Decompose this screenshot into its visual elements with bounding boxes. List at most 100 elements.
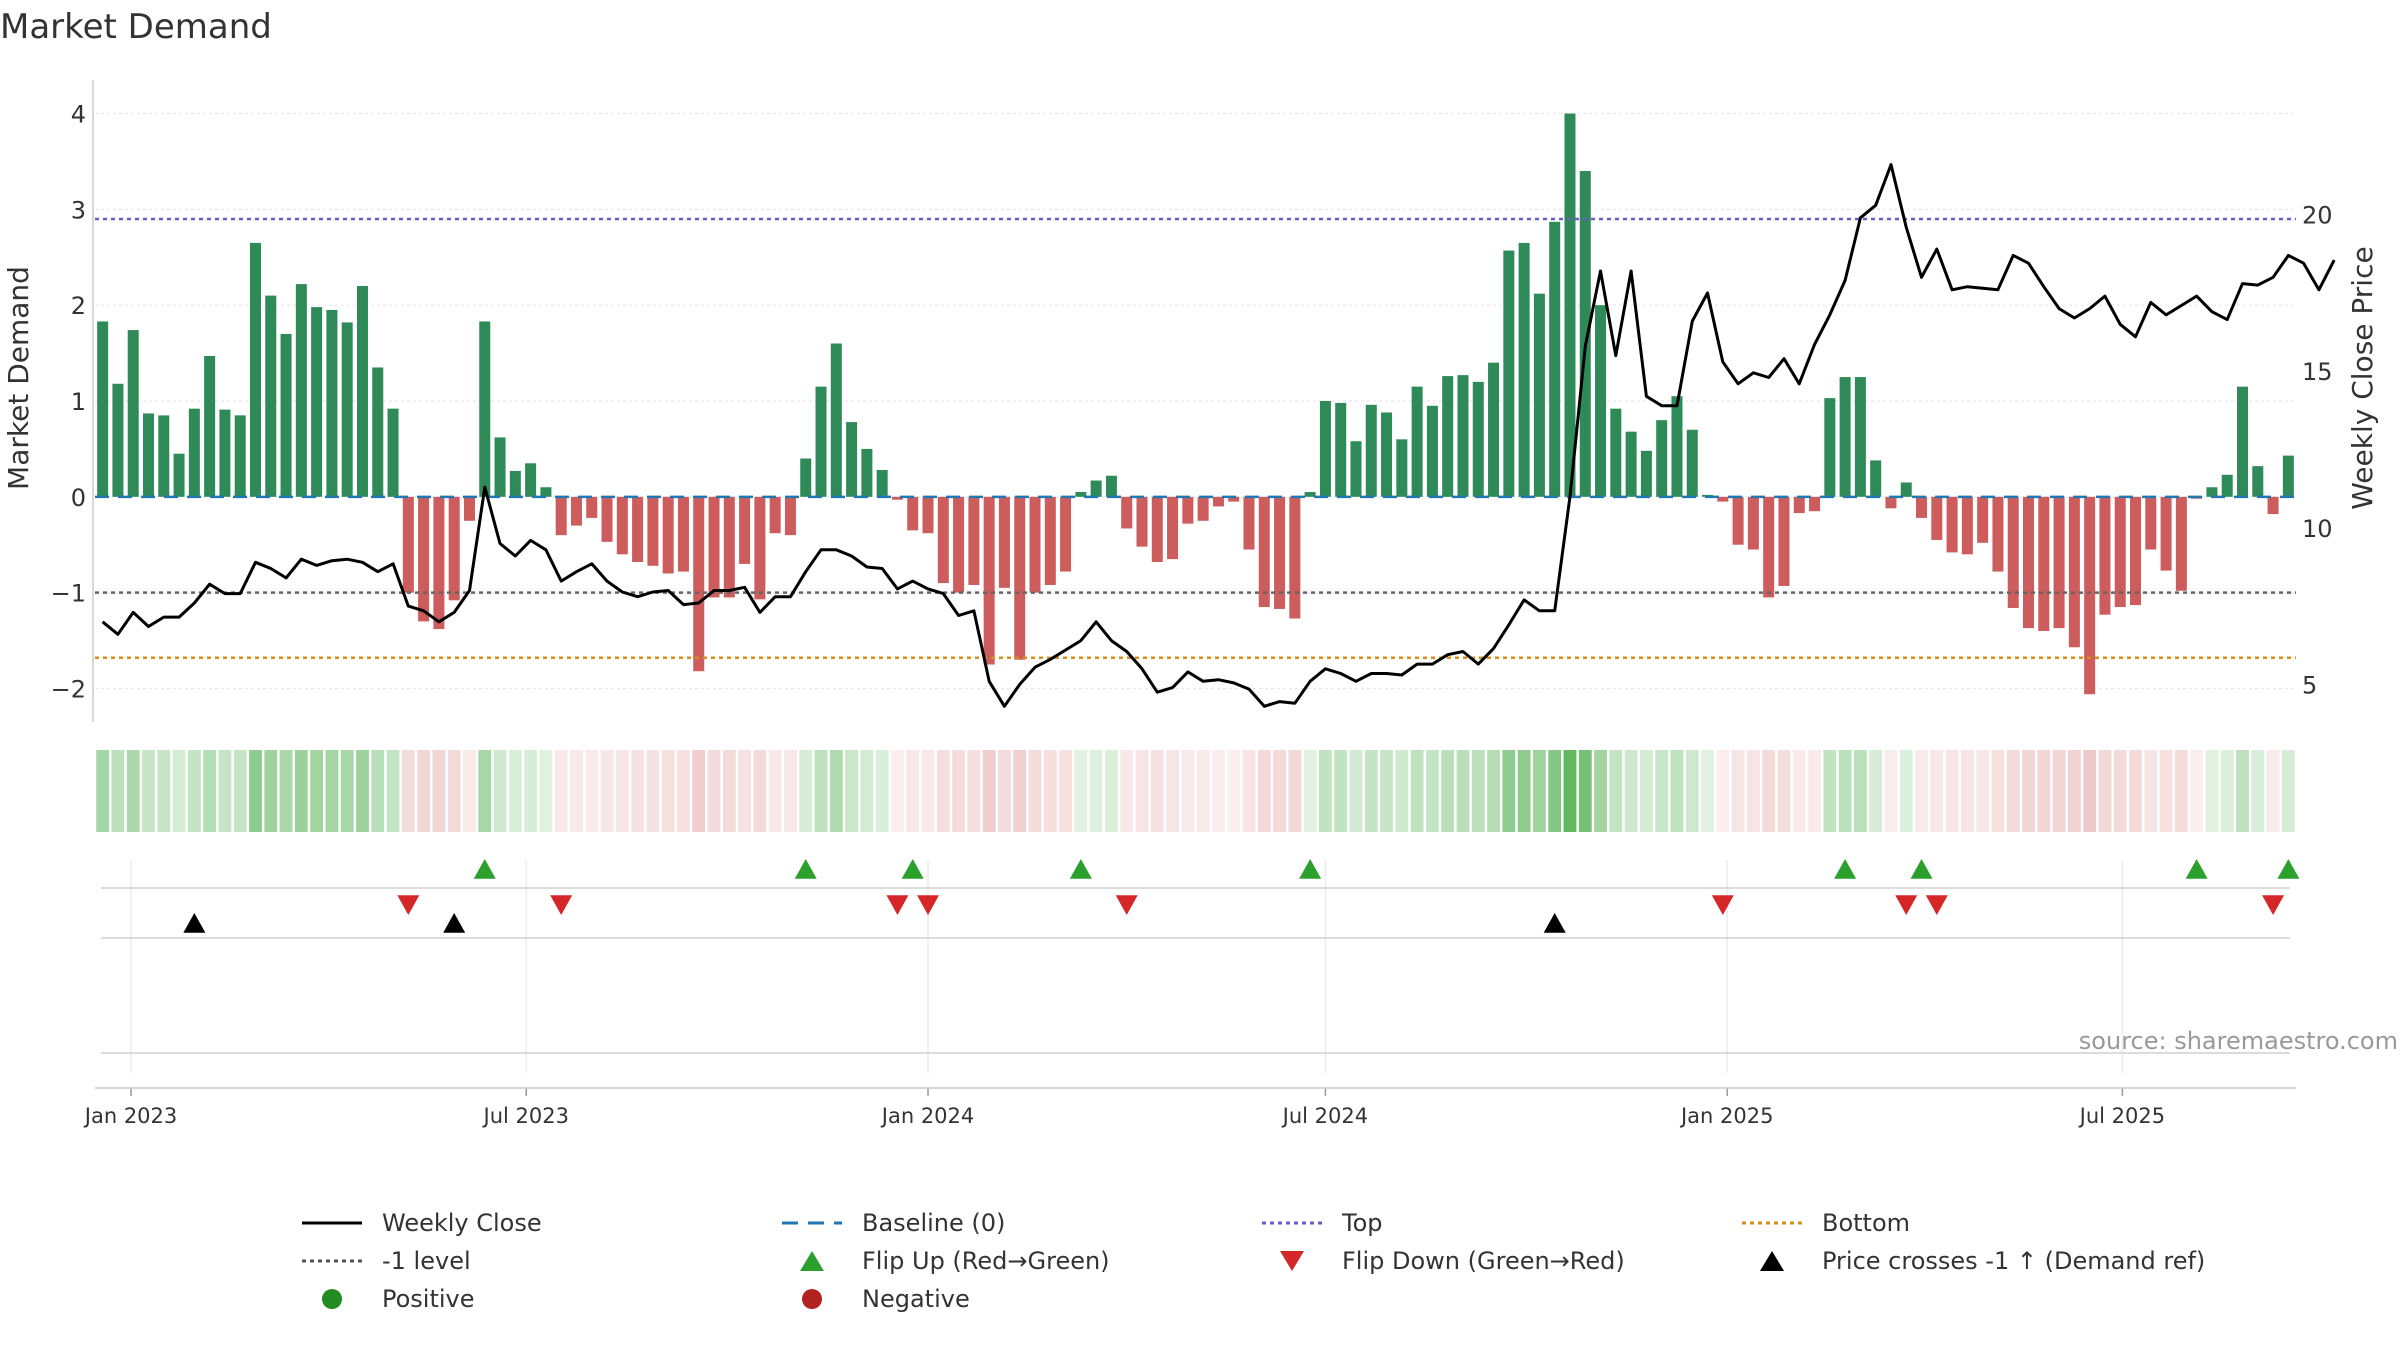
flip-down-marker — [2262, 895, 2285, 915]
heat-cell-positive — [875, 750, 889, 832]
flip-down-marker — [1925, 895, 1948, 915]
heat-cell-positive — [1624, 750, 1638, 832]
flip-down-marker — [397, 895, 420, 915]
demand-bar-negative — [2267, 496, 2279, 515]
heat-cell-negative — [570, 750, 583, 832]
heat-cell-negative — [1808, 750, 1821, 832]
flip-down-marker — [550, 895, 573, 915]
heat-cell-negative — [661, 750, 675, 832]
demand-bar-positive — [800, 458, 812, 497]
heat-cell-positive — [1701, 750, 1714, 832]
demand-bar-negative — [2145, 496, 2157, 550]
demand-bar-negative — [463, 496, 475, 521]
heat-cell-negative — [1166, 750, 1179, 832]
demand-bar-negative — [2114, 496, 2126, 608]
heat-cell-negative — [1288, 750, 1302, 832]
heat-cell-positive — [2205, 750, 2219, 832]
y2-axis-label: Weekly Close Price — [2346, 246, 2379, 509]
heat-cell-positive — [1334, 750, 1348, 832]
demand-bar-negative — [1946, 496, 1958, 553]
legend-item-minus-one-level[interactable]: -1 level — [300, 1243, 471, 1279]
heat-cell-negative — [784, 750, 797, 832]
flip-up-marker — [901, 859, 924, 879]
heat-cell-positive — [386, 750, 400, 832]
demand-bar-positive — [861, 448, 873, 497]
demand-bar-negative — [754, 496, 766, 600]
heat-cell-positive — [478, 750, 492, 832]
heat-cell-negative — [1059, 750, 1072, 832]
demand-bar-positive — [356, 286, 368, 497]
legend-label-baseline: Baseline (0) — [862, 1209, 1006, 1237]
heat-cell-positive — [325, 750, 339, 832]
demand-bar-positive — [1304, 492, 1316, 497]
baseline-dash-icon — [782, 1221, 842, 1225]
flip-up-marker — [1834, 859, 1857, 879]
demand-bar-negative — [2038, 496, 2050, 631]
heat-cell-positive — [1380, 750, 1393, 832]
heat-cell-negative — [1976, 750, 1990, 832]
legend-item-negative[interactable]: Negative — [780, 1281, 970, 1317]
heat-cell-positive — [1487, 750, 1500, 832]
legend-item-positive[interactable]: Positive — [300, 1281, 475, 1317]
flip-up-marker — [473, 859, 496, 879]
demand-bar-negative — [647, 496, 659, 566]
demand-bar-negative — [677, 496, 689, 572]
demand-bar-positive — [479, 321, 491, 497]
demand-bar-negative — [1182, 496, 1194, 524]
flip-up-marker — [2277, 859, 2300, 879]
negative-dot-icon — [802, 1289, 822, 1309]
heat-cell-positive — [1655, 750, 1669, 832]
price-cross-marker — [183, 913, 206, 933]
heat-cell-positive — [508, 750, 522, 832]
legend-item-baseline[interactable]: Baseline (0) — [780, 1205, 1005, 1241]
heat-cell-negative — [2159, 750, 2173, 832]
legend-label-weekly-close: Weekly Close — [382, 1209, 542, 1237]
heat-cell-negative — [1150, 750, 1164, 832]
demand-bar-positive — [97, 321, 109, 497]
heat-cell-negative — [1884, 750, 1898, 832]
heat-cell-positive — [524, 750, 538, 832]
heat-cell-negative — [615, 750, 629, 832]
legend-item-price-cross[interactable]: Price crosses -1 ↑ (Demand ref) — [1740, 1243, 2205, 1279]
y-tick-label: 1 — [71, 388, 86, 416]
heat-cell-positive — [1594, 750, 1607, 832]
heat-cell-positive — [249, 750, 262, 832]
heat-cell-negative — [1196, 750, 1210, 832]
heat-cell-negative — [1915, 750, 1928, 832]
price-line-layer — [101, 163, 2336, 708]
demand-bar-positive — [1472, 381, 1484, 497]
flip-down-marker — [917, 895, 940, 915]
heat-cell-negative — [1945, 750, 1959, 832]
minus-one-dotted-icon — [302, 1259, 362, 1263]
demand-bar-positive — [1549, 221, 1561, 497]
demand-bar-negative — [433, 496, 445, 630]
heat-cell-negative — [2067, 750, 2081, 832]
demand-bar-positive — [1686, 429, 1698, 497]
legend-item-flip-down[interactable]: Flip Down (Green→Red) — [1260, 1243, 1625, 1279]
heat-cell-negative — [1043, 750, 1057, 832]
legend-item-weekly-close[interactable]: Weekly Close — [300, 1205, 542, 1241]
demand-bar-positive — [1090, 480, 1102, 497]
demand-bar-positive — [1381, 412, 1393, 497]
demand-bar-negative — [570, 496, 582, 526]
heat-cell-negative — [2144, 750, 2158, 832]
heat-cell-positive — [371, 750, 385, 832]
heat-cell-negative — [2129, 750, 2142, 832]
heat-cell-positive — [203, 750, 217, 832]
demand-bar-negative — [418, 496, 430, 622]
heat-cell-negative — [1257, 750, 1271, 832]
demand-bar-negative — [1992, 496, 2004, 572]
demand-bar-negative — [1167, 496, 1179, 560]
demand-bar-negative — [2175, 496, 2187, 591]
demand-bar-positive — [1854, 377, 1866, 497]
heat-cell-positive — [1853, 750, 1867, 832]
legend-item-bottom[interactable]: Bottom — [1740, 1205, 1910, 1241]
legend-item-flip-up[interactable]: Flip Up (Red→Green) — [780, 1243, 1110, 1279]
y2-tick-label: 15 — [2302, 358, 2333, 386]
heat-cell-negative — [1991, 750, 2005, 832]
demand-bar-negative — [1014, 496, 1026, 660]
heat-cell-negative — [600, 750, 614, 832]
legend-item-top[interactable]: Top — [1260, 1205, 1383, 1241]
demand-bar-positive — [1579, 171, 1591, 497]
demand-bar-positive — [372, 367, 384, 497]
